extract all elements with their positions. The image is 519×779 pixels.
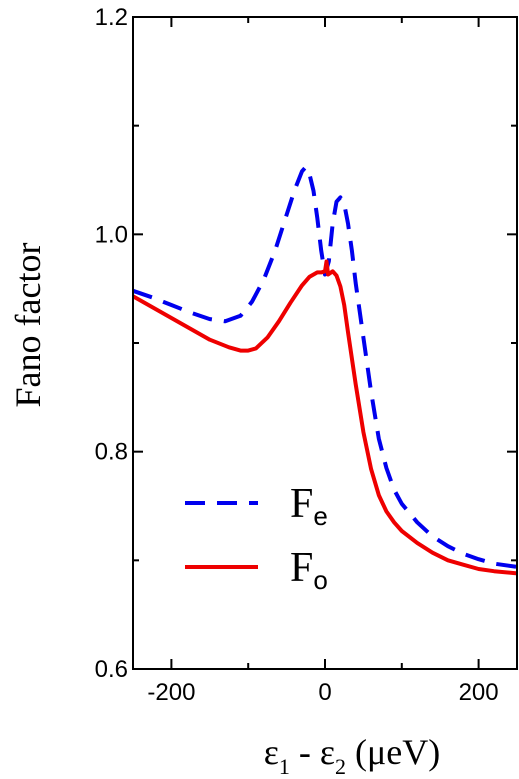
y-tick-label: 1.0 [95,221,128,248]
legend-label-Fo: Fo [290,545,328,595]
y-tick-label: 0.6 [95,656,128,683]
legend-label-Fe: Fe [290,481,328,531]
y-tick-label: 0.8 [95,439,128,466]
x-tick-label: 0 [318,679,331,706]
tick-labels: -200 0 200 0.6 0.8 1.0 1.2 [95,4,499,706]
series-line-Fo [132,259,518,576]
x-tick-label: 200 [459,679,499,706]
y-tick-label: 1.2 [95,4,128,31]
x-axis-label: ε1 - ε2 (μeV) [264,732,441,779]
series-line-Fe [132,165,518,569]
axes [132,16,518,670]
legend: Fe Fo [185,481,328,595]
plot-area [132,165,518,576]
y-axis-label: Fano factor [8,243,48,408]
x-tick-label: -200 [147,679,195,706]
